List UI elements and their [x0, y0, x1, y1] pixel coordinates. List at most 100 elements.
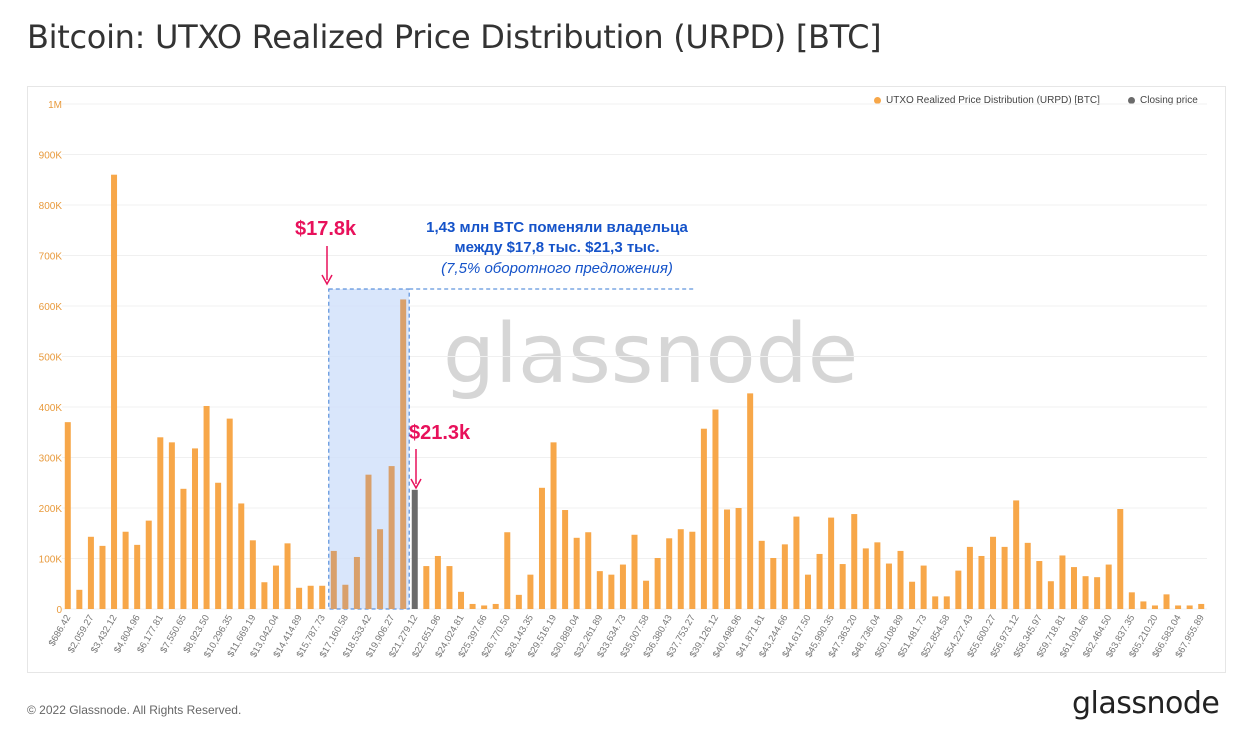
- bar[interactable]: [677, 529, 684, 609]
- bar[interactable]: [1163, 594, 1170, 609]
- bar[interactable]: [573, 537, 580, 609]
- bar[interactable]: [215, 482, 222, 609]
- bar[interactable]: [1198, 603, 1205, 609]
- bar[interactable]: [932, 596, 939, 609]
- bar[interactable]: [955, 570, 962, 609]
- bar[interactable]: [423, 566, 430, 609]
- bar[interactable]: [76, 589, 83, 609]
- bar[interactable]: [469, 603, 476, 609]
- bar[interactable]: [909, 581, 916, 609]
- bar[interactable]: [238, 503, 245, 609]
- bar[interactable]: [1151, 605, 1158, 609]
- bar[interactable]: [735, 508, 742, 609]
- bar[interactable]: [1024, 542, 1031, 609]
- bar[interactable]: [666, 538, 673, 609]
- bar-highlighted[interactable]: [400, 299, 407, 609]
- bar[interactable]: [619, 564, 626, 609]
- bar[interactable]: [816, 553, 823, 609]
- bar[interactable]: [874, 542, 881, 609]
- bar[interactable]: [851, 514, 858, 609]
- bar[interactable]: [1070, 567, 1077, 609]
- bar[interactable]: [1128, 592, 1135, 609]
- bar[interactable]: [446, 566, 453, 609]
- bar[interactable]: [157, 437, 164, 609]
- bar[interactable]: [249, 540, 256, 609]
- bar[interactable]: [596, 571, 603, 609]
- bar[interactable]: [700, 428, 707, 609]
- bar[interactable]: [828, 517, 835, 609]
- bar[interactable]: [87, 536, 94, 609]
- bar[interactable]: [978, 555, 985, 609]
- bar[interactable]: [458, 591, 465, 609]
- bar[interactable]: [527, 574, 534, 609]
- bar[interactable]: [504, 532, 511, 609]
- bar[interactable]: [654, 557, 661, 609]
- bar[interactable]: [1140, 601, 1147, 609]
- bar[interactable]: [481, 605, 488, 609]
- bar[interactable]: [515, 594, 522, 609]
- bar[interactable]: [862, 548, 869, 609]
- legend-urpd[interactable]: UTXO Realized Price Distribution (URPD) …: [874, 95, 1100, 106]
- bar[interactable]: [111, 174, 118, 609]
- bar[interactable]: [1047, 581, 1054, 609]
- bar[interactable]: [168, 442, 175, 609]
- bar[interactable]: [1094, 577, 1101, 609]
- bar[interactable]: [296, 587, 303, 609]
- bar-highlighted[interactable]: [388, 466, 395, 609]
- bar[interactable]: [1105, 564, 1112, 609]
- bar[interactable]: [608, 574, 615, 609]
- legend-closing-price[interactable]: Closing price: [1128, 95, 1198, 106]
- bar[interactable]: [689, 531, 696, 609]
- bar-highlighted[interactable]: [365, 474, 372, 609]
- bar[interactable]: [839, 564, 846, 609]
- bar[interactable]: [319, 585, 326, 609]
- bar[interactable]: [643, 580, 650, 609]
- bar[interactable]: [145, 520, 152, 609]
- bar-highlighted[interactable]: [342, 584, 349, 609]
- bar[interactable]: [724, 509, 731, 609]
- bar[interactable]: [562, 510, 569, 609]
- bar[interactable]: [284, 543, 291, 609]
- bar[interactable]: [781, 544, 788, 609]
- bar[interactable]: [180, 488, 187, 609]
- bar[interactable]: [1001, 546, 1008, 609]
- bar[interactable]: [226, 418, 233, 609]
- bar[interactable]: [1013, 500, 1020, 609]
- bar[interactable]: [793, 516, 800, 609]
- bar[interactable]: [897, 550, 904, 609]
- bar[interactable]: [943, 596, 950, 609]
- bar[interactable]: [272, 565, 279, 609]
- bar[interactable]: [885, 563, 892, 609]
- bar[interactable]: [585, 532, 592, 609]
- bar[interactable]: [538, 487, 545, 609]
- bar[interactable]: [631, 534, 638, 609]
- bar[interactable]: [804, 574, 811, 609]
- bar[interactable]: [434, 555, 441, 609]
- bar[interactable]: [990, 536, 997, 609]
- bar[interactable]: [966, 546, 973, 609]
- bar[interactable]: [747, 393, 754, 609]
- bar[interactable]: [99, 545, 106, 609]
- bar[interactable]: [1082, 576, 1089, 609]
- bar[interactable]: [758, 540, 765, 609]
- bar[interactable]: [64, 422, 71, 609]
- bar[interactable]: [122, 531, 129, 609]
- bar[interactable]: [203, 405, 210, 609]
- bar[interactable]: [492, 603, 499, 609]
- bar[interactable]: [1175, 605, 1182, 609]
- bar[interactable]: [1059, 555, 1066, 609]
- bar[interactable]: [192, 448, 199, 609]
- bar[interactable]: [1036, 561, 1043, 609]
- bar[interactable]: [261, 582, 268, 609]
- closing-price-bar[interactable]: [411, 489, 418, 609]
- bar[interactable]: [1186, 605, 1193, 609]
- bar[interactable]: [770, 557, 777, 609]
- bar-highlighted[interactable]: [353, 556, 360, 609]
- bar-highlighted[interactable]: [377, 529, 384, 609]
- bar[interactable]: [134, 544, 141, 609]
- bar-highlighted[interactable]: [330, 550, 337, 609]
- bar[interactable]: [920, 565, 927, 609]
- bar[interactable]: [307, 585, 314, 609]
- bar[interactable]: [712, 409, 719, 609]
- bar[interactable]: [550, 442, 557, 609]
